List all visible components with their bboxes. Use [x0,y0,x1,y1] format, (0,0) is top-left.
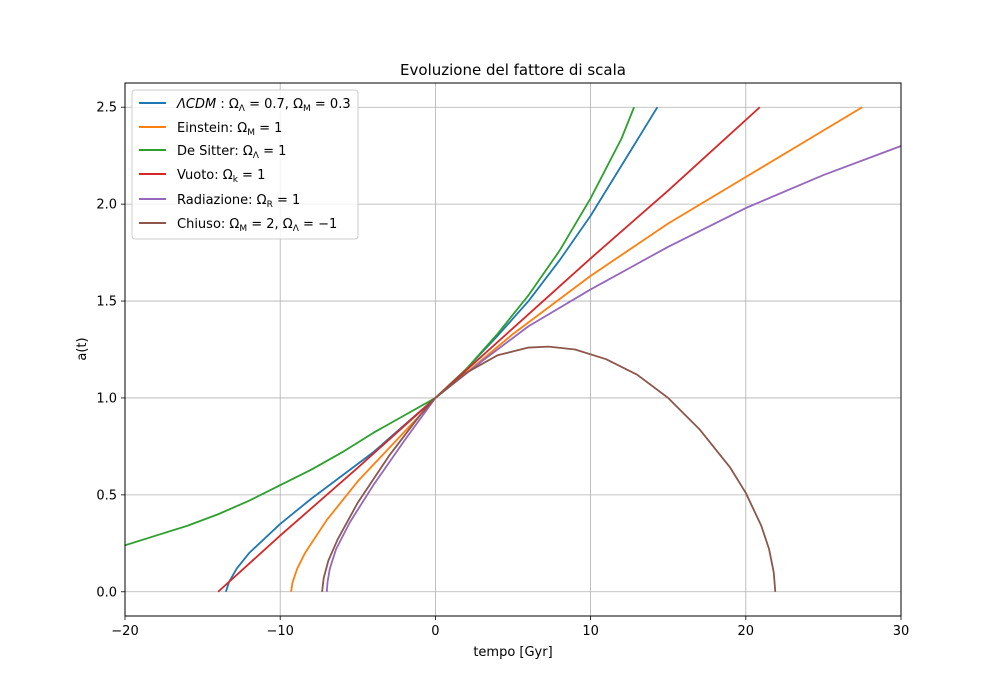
legend-label-radiazione: Radiazione: ΩR = 1 [177,193,300,210]
x-tick-label: −10 [266,624,293,639]
chart-title: Evoluzione del fattore di scala [400,61,626,79]
y-tick-label: 1.0 [96,391,117,406]
series-line-vuoto [217,106,761,593]
y-tick-label: 2.5 [96,101,117,116]
series-layer [125,106,901,593]
legend-label-einstein: Einstein: ΩM = 1 [177,121,282,138]
legend: ΛCDM : ΩΛ = 0.7, ΩM = 0.3 Einstein: ΩM =… [131,89,359,240]
legend-label-chiuso: Chiuso: ΩM = 2, ΩΛ = −1 [177,217,337,234]
x-axis-label: tempo [Gyr] [473,645,552,660]
legend-entry: ΛCDM : ΩΛ = 0.7, ΩM = 0.3 [139,97,351,114]
legend-entry: Vuoto: Ωk = 1 [139,168,265,185]
x-tick-label: −20 [111,624,138,639]
x-tick-label: 0 [431,624,439,639]
series-line-chiuso [321,345,777,592]
y-tick-label: 0.0 [96,585,117,600]
x-tick-label: 30 [893,624,910,639]
legend-label-lcdm: ΛCDM : ΩΛ = 0.7, ΩM = 0.3 [176,97,351,114]
legend-entry: De Sitter: ΩΛ = 1 [139,144,286,161]
y-axis-label: a(t) [75,337,90,360]
x-tick-label: 10 [582,624,599,639]
grid [124,83,902,616]
legend-entry: Einstein: ΩM = 1 [139,121,282,138]
plot-frame [124,82,902,617]
y-tick-label: 1.5 [96,295,117,310]
y-tick-label: 2.0 [96,198,117,213]
legend-label-desitter: De Sitter: ΩΛ = 1 [177,144,286,161]
y-tick-label: 0.5 [96,488,117,503]
ticks: −20 −10 0 10 20 30 0.0 0.5 1.0 1.5 2.0 2.5 [96,101,909,639]
series-line-desitter [125,106,635,547]
x-tick-label: 20 [738,624,755,639]
legend-label-vuoto: Vuoto: Ωk = 1 [177,168,265,185]
